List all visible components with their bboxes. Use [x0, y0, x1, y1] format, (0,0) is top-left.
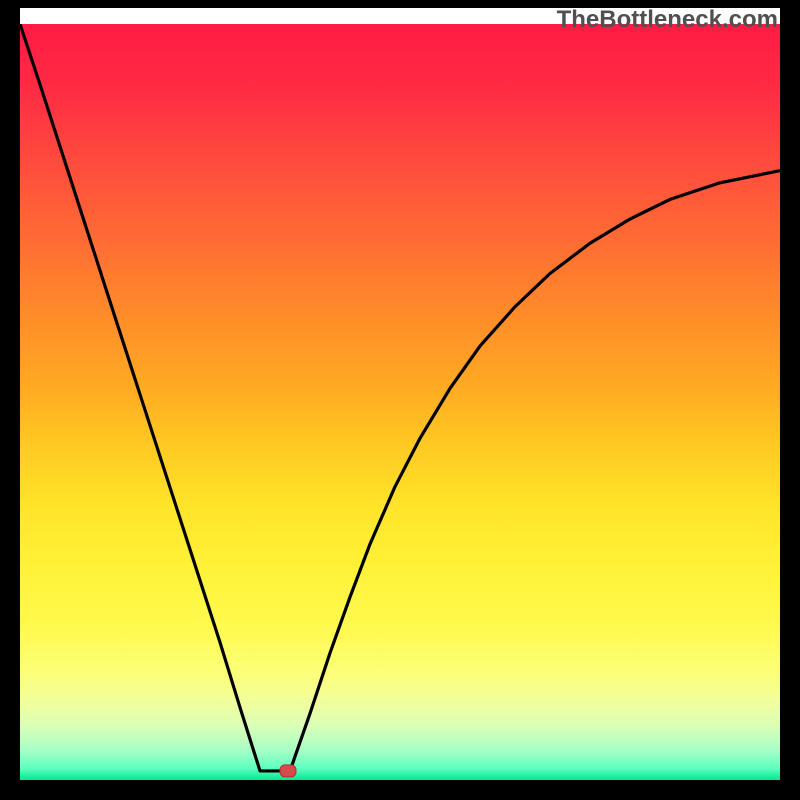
- minimum-marker: [280, 765, 296, 777]
- plot-area: [20, 24, 780, 780]
- chart-container: TheBottleneck.com: [0, 0, 800, 800]
- gradient-background: [20, 24, 780, 780]
- plot-svg: [20, 24, 780, 780]
- watermark-text: TheBottleneck.com: [557, 6, 778, 34]
